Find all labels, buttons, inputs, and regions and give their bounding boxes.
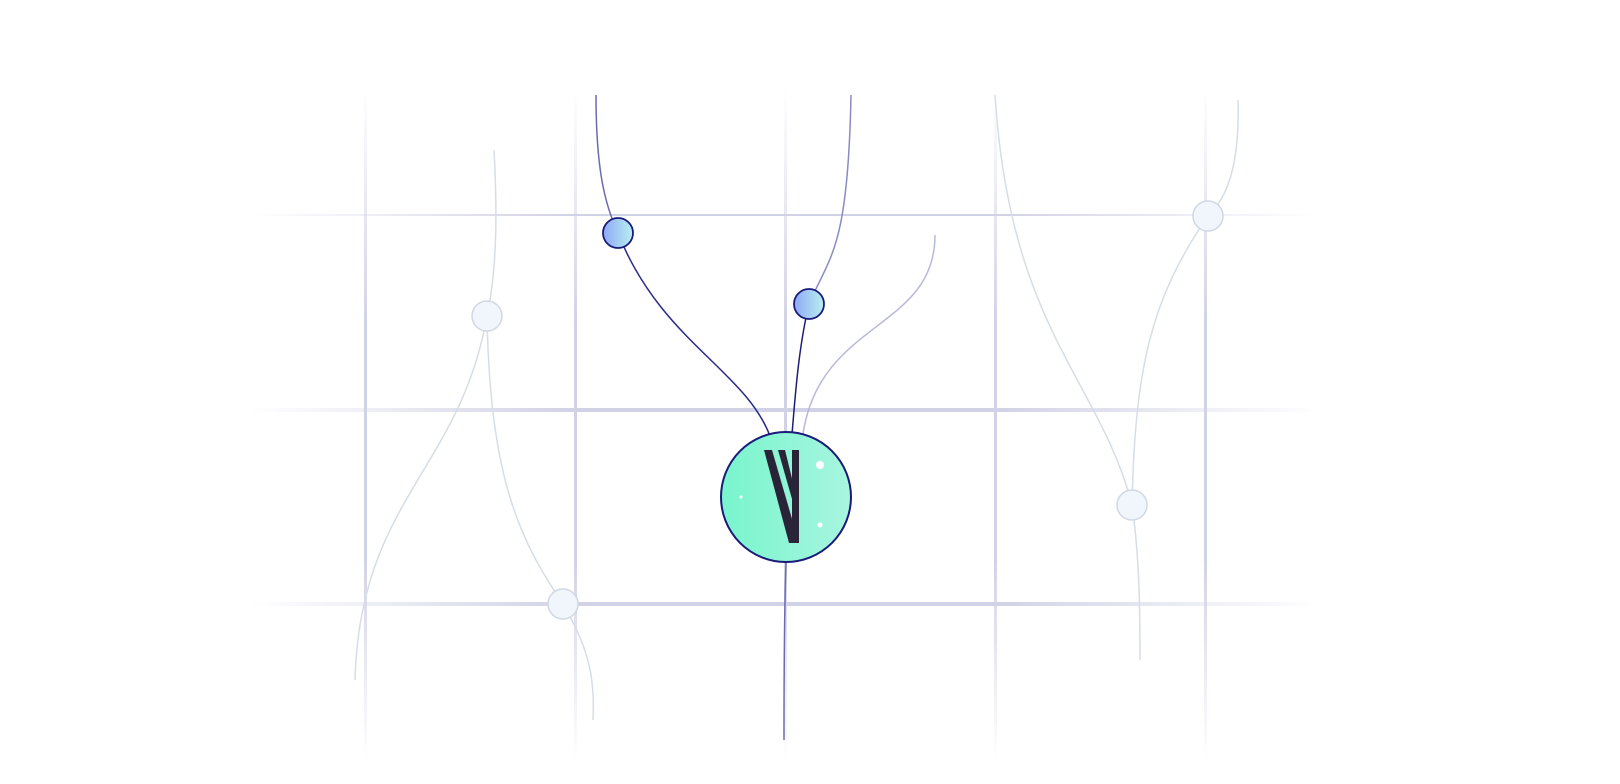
logo-mark-icon: [764, 450, 799, 543]
node[interactable]: [471, 300, 503, 332]
grid-line-v: [784, 90, 787, 760]
node[interactable]: [547, 588, 579, 620]
connection-line: [802, 234, 936, 435]
connection-line: [994, 94, 1141, 661]
connection-line: [617, 232, 771, 437]
node[interactable]: [1192, 200, 1224, 232]
connection-line: [783, 561, 787, 741]
connection-line: [808, 94, 852, 305]
inactive-connections: [354, 94, 1239, 721]
node[interactable]: [1116, 489, 1148, 521]
grid-line-v: [994, 90, 997, 760]
connection-line: [486, 315, 595, 721]
connection-line: [354, 149, 497, 681]
connection-line: [595, 94, 619, 234]
grid-line-v: [364, 90, 367, 760]
grid-line-v: [1204, 90, 1207, 760]
node-active[interactable]: [793, 288, 825, 320]
hub[interactable]: [720, 431, 852, 563]
active-nodes: [602, 217, 825, 320]
sparkle-dots: [739, 461, 824, 528]
active-connections: [595, 94, 936, 741]
inactive-nodes: [471, 200, 1224, 620]
connection-line: [1131, 99, 1239, 506]
grid-line-v: [574, 90, 577, 760]
node-active[interactable]: [602, 217, 634, 249]
